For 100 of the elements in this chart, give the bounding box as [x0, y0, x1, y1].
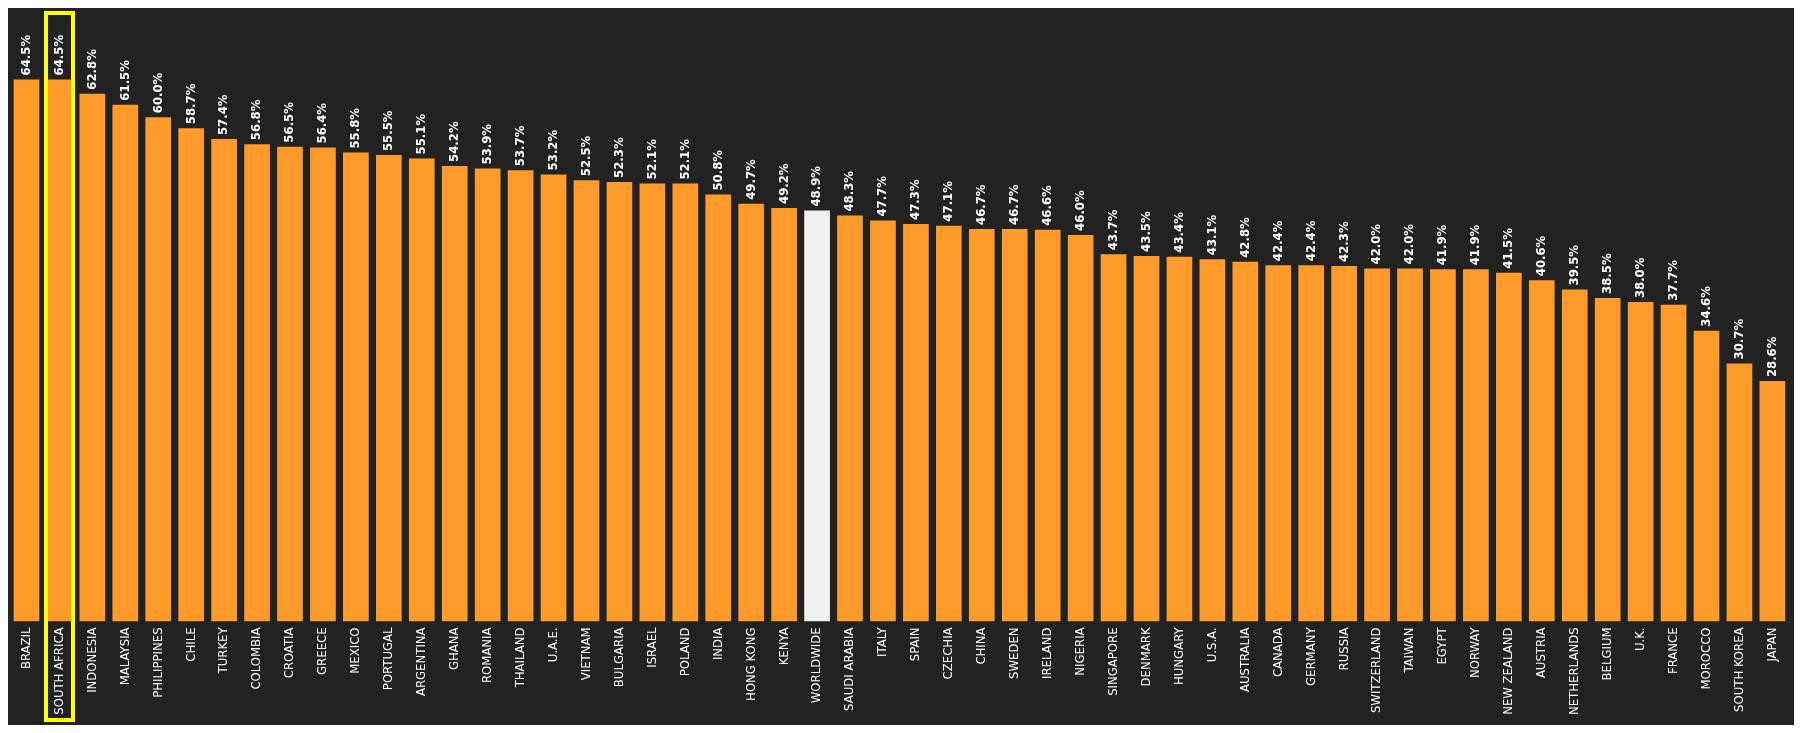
data-label: 56.8%: [248, 99, 264, 141]
data-label: 52.1%: [643, 138, 659, 180]
x-tick-label: NIGERIA: [1071, 627, 1087, 676]
bar: [870, 220, 896, 622]
bar: [1726, 363, 1753, 622]
data-label: 42.4%: [1302, 220, 1318, 262]
bar: [738, 203, 765, 622]
data-label: 55.5%: [380, 110, 396, 152]
x-tick-label: SWITZERLAND: [1368, 627, 1384, 714]
x-tick-label: CHINA: [973, 627, 989, 665]
data-label: 40.6%: [1533, 235, 1549, 277]
bar: [408, 158, 435, 622]
x-tick-label: HONG KONG: [742, 627, 758, 701]
data-label: 49.2%: [775, 163, 791, 204]
x-tick-label: CANADA: [1269, 627, 1285, 678]
x-tick-label: ITALY: [874, 626, 890, 657]
bar: [310, 147, 336, 622]
data-label: 41.9%: [1434, 224, 1450, 266]
data-label: 64.5%: [50, 34, 66, 76]
data-label: 46.0%: [1071, 190, 1087, 231]
bar: [474, 168, 501, 622]
data-label: 42.0%: [1368, 223, 1384, 265]
bar: [343, 152, 369, 622]
data-label: 53.2%: [544, 129, 560, 171]
data-label: 50.8%: [709, 149, 725, 191]
x-tick-label: KENYA: [775, 627, 791, 666]
x-tick-label: U.A.E.: [544, 627, 560, 663]
x-tick-label: MALAYSIA: [116, 627, 132, 686]
data-label: 52.3%: [610, 137, 626, 178]
bar: [145, 117, 172, 622]
bar: [903, 223, 929, 622]
data-label: 48.3%: [841, 170, 857, 212]
bar: [1100, 254, 1127, 622]
x-tick-label: MOROCCO: [1697, 627, 1713, 690]
bar: [375, 155, 402, 622]
x-tick-label: GHANA: [446, 627, 462, 671]
bar: [1034, 229, 1061, 622]
data-label: 48.9%: [808, 165, 824, 207]
x-tick-label: THAILAND: [511, 627, 527, 689]
bar: [1430, 269, 1456, 622]
bar: [1528, 280, 1555, 622]
x-tick-label: MEXICO: [347, 627, 363, 674]
x-tick-label: POLAND: [676, 627, 692, 677]
x-tick-label: TURKEY: [215, 626, 231, 675]
data-label: 64.5%: [17, 34, 33, 76]
data-label: 43.5%: [1137, 211, 1153, 252]
x-tick-label: BULGARIA: [610, 627, 626, 688]
x-tick-label: ARGENTINA: [413, 627, 429, 697]
x-tick-label: TAIWAN: [1401, 627, 1417, 674]
data-label: 47.7%: [874, 175, 890, 217]
data-label: 47.1%: [940, 180, 956, 222]
x-tick-label: CZECHIA: [940, 627, 956, 680]
data-label: 62.8%: [83, 48, 99, 90]
data-label: 41.9%: [1467, 224, 1483, 266]
x-tick-label: PHILIPPINES: [149, 627, 165, 698]
x-tick-label: SOUTH AFRICA: [50, 627, 66, 715]
bar: [771, 207, 797, 622]
x-tick-label: GERMANY: [1302, 626, 1318, 686]
bar: [1265, 265, 1292, 622]
x-tick-label: INDONESIA: [83, 627, 99, 693]
x-tick-label: WORLDWIDE: [808, 627, 824, 704]
bar: [935, 225, 962, 622]
bar: [441, 165, 468, 622]
bar: [507, 170, 534, 622]
data-label: 56.4%: [314, 102, 330, 144]
data-label: 60.0%: [149, 72, 165, 114]
data-label: 46.7%: [1006, 184, 1022, 225]
data-label: 54.2%: [446, 121, 462, 162]
data-label: 38.5%: [1599, 253, 1615, 294]
bar: [277, 146, 303, 622]
x-tick-label: EGYPT: [1434, 626, 1450, 665]
data-label: 55.1%: [413, 113, 429, 155]
x-tick-label: NEW ZEALAND: [1500, 627, 1516, 715]
x-tick-label: COLOMBIA: [248, 627, 264, 690]
bar: [1232, 261, 1259, 622]
bar: [1627, 302, 1654, 622]
data-label: 58.7%: [182, 83, 198, 125]
bar: [1001, 229, 1028, 622]
data-label: 52.5%: [577, 135, 593, 177]
bar: [178, 128, 205, 622]
data-label: 30.7%: [1730, 318, 1746, 360]
bar: [1693, 330, 1720, 622]
bar: [112, 104, 139, 622]
bar: [804, 210, 830, 622]
bar: [1759, 381, 1786, 622]
bar: [705, 194, 732, 622]
x-tick-label: DENMARK: [1137, 627, 1153, 687]
x-tick-label: FRANCE: [1664, 627, 1680, 675]
data-label: 61.5%: [116, 59, 132, 101]
x-tick-label: SWEDEN: [1006, 627, 1022, 679]
x-tick-label: INDIA: [709, 627, 725, 661]
data-label: 53.9%: [479, 123, 495, 165]
data-label: 39.5%: [1566, 244, 1582, 286]
bar: [639, 183, 666, 622]
data-label: 43.7%: [1104, 209, 1120, 251]
x-tick-label: NETHERLANDS: [1566, 627, 1582, 716]
bar: [1397, 268, 1423, 622]
data-label: 43.1%: [1203, 214, 1219, 256]
data-label: 47.3%: [907, 179, 923, 220]
x-tick-label: U.K.: [1631, 627, 1647, 652]
